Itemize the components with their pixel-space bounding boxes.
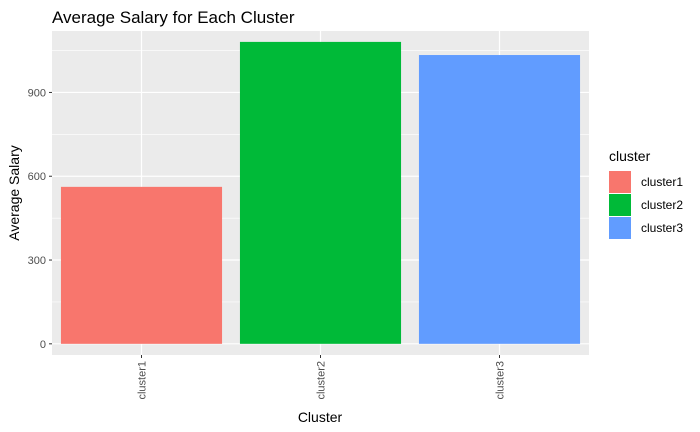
legend-key-cluster2 [609, 194, 631, 216]
legend-label: cluster1 [641, 175, 683, 189]
legend-key-cluster1 [609, 171, 631, 193]
legend-title: cluster [609, 148, 651, 164]
y-axis-title: Average Salary [6, 145, 22, 240]
y-axis: 0 300 600 900 [28, 87, 52, 351]
legend-key-cluster3 [609, 217, 631, 239]
x-axis: cluster1 cluster2 cluster3 [137, 355, 507, 400]
x-tick-label: cluster2 [316, 361, 328, 400]
legend-label: cluster3 [641, 221, 683, 235]
y-tick-label: 600 [28, 171, 46, 183]
x-axis-title: Cluster [298, 409, 343, 425]
x-tick-label: cluster3 [495, 361, 507, 400]
y-tick-label: 0 [40, 339, 46, 351]
bar-cluster2 [239, 41, 402, 344]
bar-cluster1 [60, 186, 223, 344]
legend-label: cluster2 [641, 198, 683, 212]
y-tick-label: 300 [28, 255, 46, 267]
y-tick-label: 900 [28, 87, 46, 99]
bar-cluster3 [418, 55, 581, 344]
chart-title: Average Salary for Each Cluster [52, 8, 295, 27]
bars [60, 41, 581, 344]
x-tick-label: cluster1 [137, 361, 149, 400]
legend: cluster cluster1 cluster2 cluster3 [609, 148, 683, 239]
